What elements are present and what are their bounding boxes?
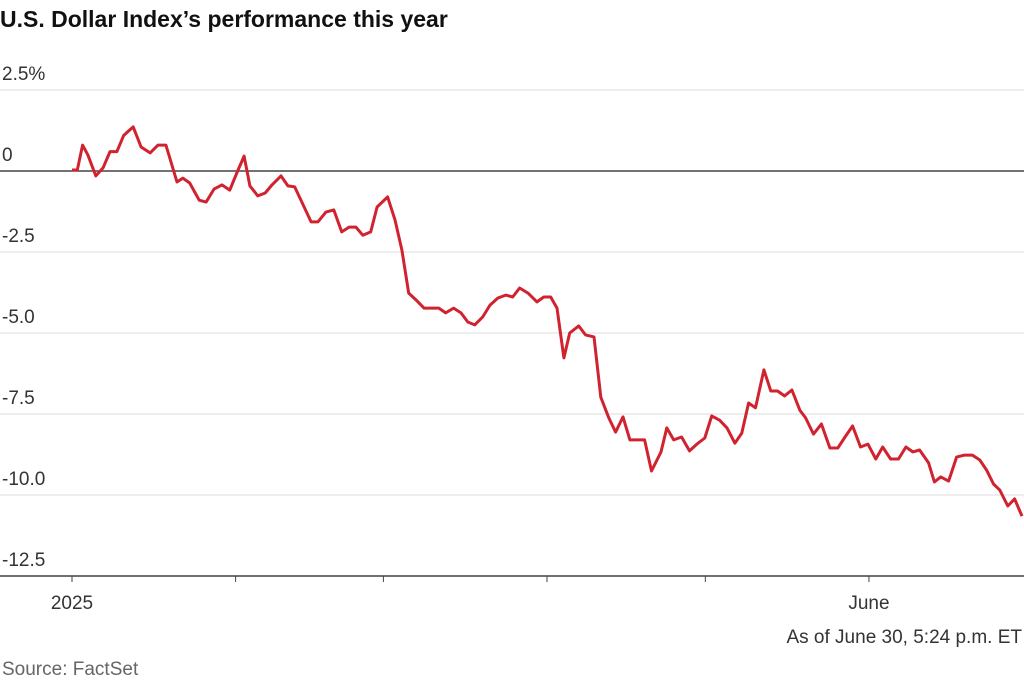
y-tick-label: -12.5 [2, 550, 45, 571]
y-tick-label: -5.0 [2, 307, 35, 328]
x-tick-label: June [848, 593, 889, 614]
line [72, 125, 1024, 517]
x-tick-label: 2025 [51, 593, 93, 614]
note: As of June 30, 5:24 p.m. ET [786, 627, 1022, 648]
y-tick-label: 2.5% [2, 64, 45, 85]
y-tick-label: 0 [2, 145, 13, 166]
y-tick-label: -2.5 [2, 226, 35, 247]
chart-title: U.S. Dollar Index’s performance this yea… [0, 6, 448, 32]
y-tick-label: -10.0 [2, 469, 45, 490]
y-tick-label: -7.5 [2, 388, 35, 409]
source: Source: FactSet [2, 659, 139, 680]
